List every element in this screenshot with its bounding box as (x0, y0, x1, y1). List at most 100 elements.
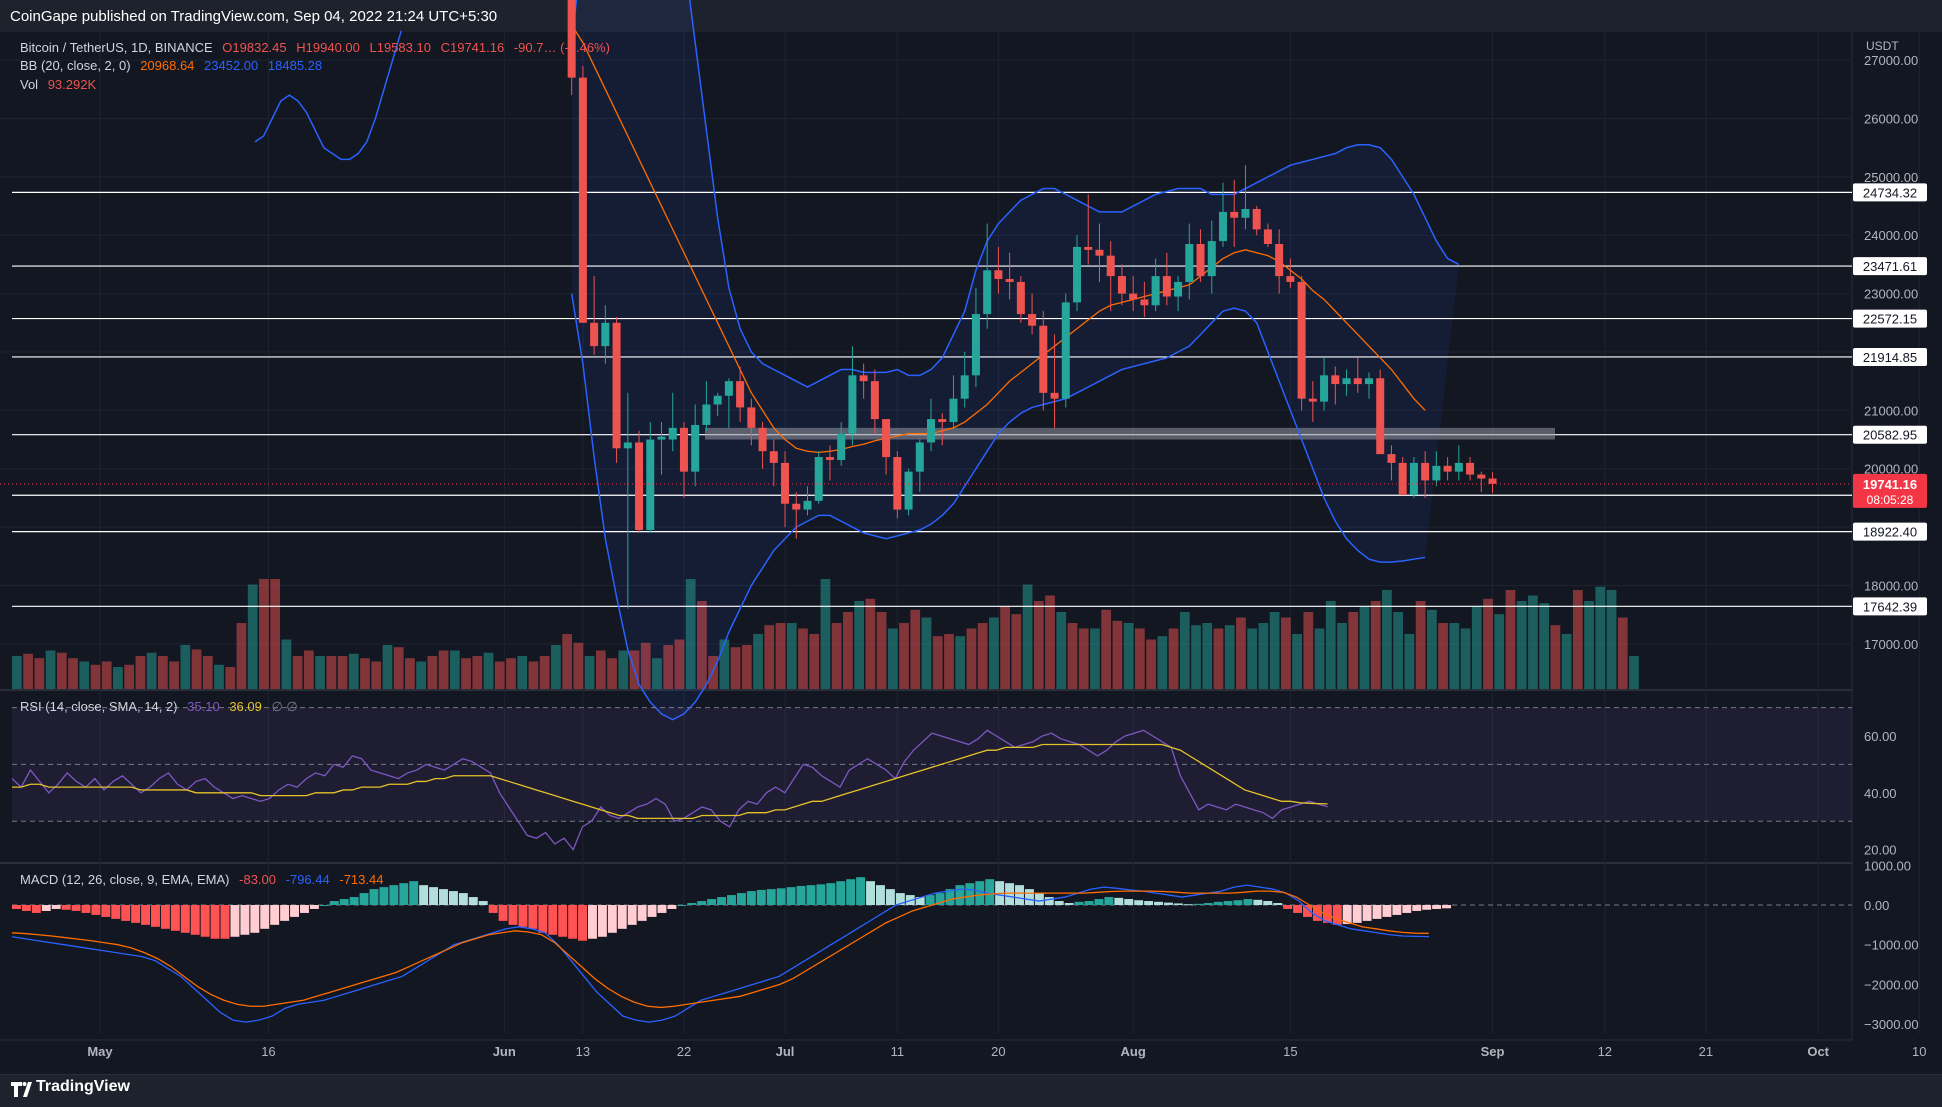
price-axis-label: 17000.00 (1864, 637, 1918, 652)
level-price-box (1853, 309, 1927, 328)
rsi-ma-line (12, 743, 1328, 820)
ohlc-low: L19583.10 (369, 40, 431, 55)
volume-bar (966, 628, 977, 689)
candle-body (1073, 246, 1082, 303)
macd-hist-bar (498, 905, 508, 921)
candle-body (882, 419, 891, 458)
macd-hist-bar (766, 889, 776, 905)
volume-bar (944, 634, 954, 689)
volume-bar (236, 623, 247, 689)
volume-bar (517, 656, 528, 689)
time-axis-label: Jun (493, 1044, 516, 1059)
publisher-text: CoinGape published on TradingView.com, S… (10, 8, 498, 25)
volume-bar (113, 667, 123, 689)
volume-bar (697, 601, 707, 689)
candle-body (781, 462, 790, 504)
macd-hist-bar (230, 905, 240, 937)
volume-bar (202, 656, 213, 689)
volume-bar (1325, 601, 1336, 689)
macd-hist-bar (965, 883, 975, 905)
candle-body (825, 457, 834, 460)
volume-bar (225, 667, 236, 689)
macd-hist-bar (1432, 905, 1442, 909)
macd-hist-value: -83.00 (239, 872, 277, 887)
candle-body (1454, 462, 1463, 472)
macd-hist-bar (826, 883, 836, 905)
volume-bar (640, 642, 651, 689)
volume-bar (1516, 601, 1527, 689)
macd-hist-bar (21, 905, 31, 911)
macd-signal-value: -713.44 (339, 872, 384, 887)
candle-body (769, 451, 778, 463)
volume-bar (1179, 612, 1190, 689)
bb-basis-value: 20968.64 (140, 58, 195, 73)
level-price-box (1853, 257, 1927, 276)
tradingview-brand[interactable]: TradingView (36, 1078, 130, 1095)
candle-body (1028, 314, 1037, 326)
tradingview-logo-icon[interactable] (10, 1079, 32, 1099)
volume-bar (315, 656, 325, 689)
volume-bar (1584, 601, 1594, 689)
candle-body (1117, 276, 1126, 294)
volume-bar (1280, 617, 1291, 689)
macd-hist-bar (1064, 903, 1074, 905)
volume-bar (382, 645, 393, 689)
volume-bar (1314, 628, 1325, 689)
macd-hist-bar (379, 887, 389, 905)
bb-band-fill (571, 0, 1459, 720)
candle-body (1140, 299, 1149, 306)
level-price-label: 20582.95 (1863, 428, 1917, 443)
macd-hist-bar (1054, 901, 1064, 905)
volume-bar (23, 653, 33, 689)
candle-body (1466, 462, 1475, 475)
macd-hist-bar (548, 905, 558, 935)
vol-legend: Vol 93.292K (20, 77, 102, 92)
volume-bar (405, 658, 415, 689)
volume-bar (1135, 628, 1145, 689)
macd-line-value: -796.44 (285, 872, 330, 887)
volume-bar (1382, 590, 1392, 689)
symbol-legend: Bitcoin / TetherUS, 1D, BINANCE O19832.4… (20, 40, 616, 55)
bb-label: BB (20, close, 2, 0) (20, 58, 131, 73)
candle-body (1196, 243, 1205, 277)
volume-bar (595, 650, 606, 689)
macd-signal-line (11, 890, 1429, 1009)
macd-hist-bar (1114, 897, 1124, 905)
volume-bar (528, 661, 539, 689)
price-axis-label: 26000.00 (1864, 112, 1918, 127)
macd-hist-bar (1332, 905, 1342, 925)
volume-bar (1595, 586, 1606, 689)
macd-hist-bar (558, 905, 568, 937)
volume-bar (865, 598, 876, 689)
candle-body (612, 322, 621, 449)
price-axis-label: 25000.00 (1864, 170, 1918, 185)
price-axis-label: 21000.00 (1864, 403, 1918, 418)
macd-hist-bar (538, 905, 548, 933)
candle-body (1320, 375, 1329, 402)
macd-hist-bar (1293, 905, 1303, 913)
macd-line (11, 884, 1430, 1023)
candle-body (1174, 281, 1183, 297)
rsi-axis-label: 60.00 (1864, 729, 1897, 744)
candle-body (938, 419, 947, 423)
time-axis-label: May (87, 1044, 113, 1059)
time-axis-label: Jul (776, 1044, 795, 1059)
candle-body (590, 322, 599, 347)
volume-bar (551, 645, 561, 689)
rsi-sma-value: 36.09 (229, 699, 262, 714)
macd-hist-bar (876, 885, 885, 905)
last-price-box (1853, 473, 1927, 508)
volume-bar (371, 661, 382, 689)
volume-bar (494, 661, 505, 689)
candle-body (601, 322, 610, 347)
candle-body (702, 404, 711, 425)
macd-hist-bar (756, 889, 766, 905)
candle-body (1151, 276, 1160, 306)
macd-hist-bar (895, 893, 905, 905)
candle-body (1084, 246, 1093, 250)
price-axis-label: 24000.00 (1864, 228, 1918, 243)
macd-hist-bar (866, 881, 875, 905)
candle-body (915, 442, 924, 472)
macd-hist-bar (786, 887, 796, 905)
